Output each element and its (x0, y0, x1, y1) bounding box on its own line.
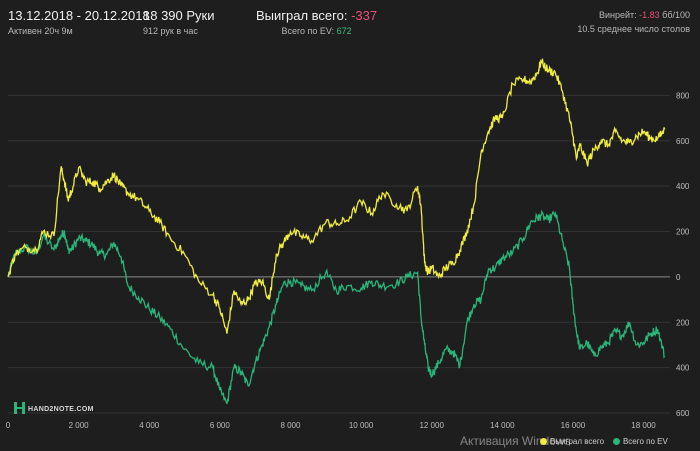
legend-item-ev: Всего по EV (612, 437, 668, 446)
hands-count: 18 390 Руки (143, 8, 215, 23)
ev-total-value: 672 (336, 26, 352, 36)
won-total-value: -337 (351, 8, 378, 23)
y-axis: 800 600 400 200 0 200 400 600 (676, 91, 690, 418)
logo-text: HAND2NOTE.COM (28, 406, 94, 413)
x-tick-label: 0 (6, 421, 11, 430)
legend-dot-won (540, 438, 547, 445)
y-tick-label: 200 (676, 318, 690, 327)
hand2note-logo-icon (14, 402, 25, 414)
legend-label-ev: Всего по EV (622, 437, 668, 446)
x-tick-label: 16 000 (561, 421, 586, 430)
x-tick-label: 4 000 (139, 421, 160, 430)
hand2note-logo: HAND2NOTE.COM (14, 402, 94, 414)
x-tick-label: 18 000 (631, 421, 656, 430)
x-tick-label: 8 000 (280, 421, 301, 430)
x-tick-label: 12 000 (419, 421, 444, 430)
winrate-block: Винрейт: -1.83 бб/100 10.5 среднее число… (577, 10, 690, 34)
x-tick-label: 6 000 (210, 421, 231, 430)
avg-tables: 10.5 среднее число столов (577, 24, 690, 34)
legend-label-won: Выиграл всего (550, 437, 605, 446)
y-tick-label: 200 (676, 228, 690, 237)
date-range: 13.12.2018 - 20.12.2018 (8, 8, 150, 23)
won-total-label: Выиграл всего: (256, 8, 348, 23)
hands-per-hour: 912 рук в час (143, 26, 198, 36)
winrate-unit: бб/100 (662, 10, 690, 20)
y-tick-label: 0 (676, 273, 681, 282)
x-tick-label: 14 000 (490, 421, 515, 430)
active-time: Активен 20ч 9м (8, 26, 73, 36)
x-tick-label: 2 000 (69, 421, 90, 430)
y-tick-label: 400 (676, 364, 690, 373)
winrate-value: -1.83 (639, 10, 660, 20)
period-block: 13.12.2018 - 20.12.2018 Активен 20ч 9м (8, 8, 150, 36)
legend-dot-ev (612, 438, 620, 445)
x-tick-label: 10 000 (349, 421, 374, 430)
y-tick-label: 600 (676, 409, 690, 418)
totals-block: Выиграл всего: -337 Всего по EV: 672 (256, 8, 377, 36)
winrate-label: Винрейт: (598, 10, 637, 20)
stats-header: 13.12.2018 - 20.12.2018 Активен 20ч 9м 1… (0, 0, 700, 40)
legend-item-won: Выиграл всего (540, 437, 604, 446)
y-tick-label: 600 (676, 137, 690, 146)
y-tick-label: 800 (676, 91, 690, 100)
series-ev-line (7, 209, 666, 405)
x-axis: 0 2 000 4 000 6 000 8 000 10 000 12 000 14 000 1… (6, 421, 657, 430)
ev-total-label: Всего по EV: (281, 26, 335, 36)
legend: Выиграл всего Всего по EV (540, 437, 668, 446)
y-tick-label: 400 (676, 182, 690, 191)
series-won-line (7, 58, 666, 334)
hands-block: 18 390 Руки 912 рук в час (143, 8, 215, 36)
